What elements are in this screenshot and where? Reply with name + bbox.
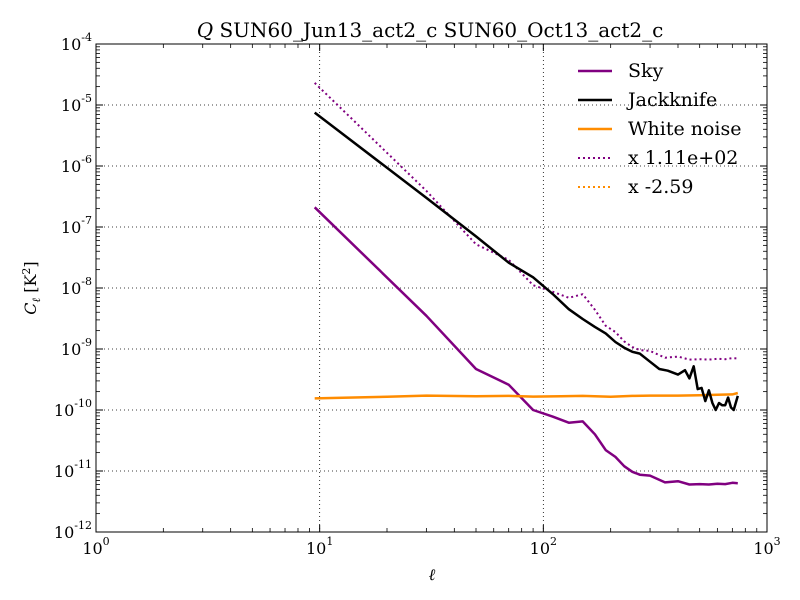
y-tick-label: 10-6 xyxy=(61,153,92,176)
y-tick-label: 10-10 xyxy=(54,397,92,420)
y-tick-label: 10-9 xyxy=(61,336,92,359)
ticks: 100 101 102 103 10-12 10-11 10-10 10-9 10-8 10-7 1… xyxy=(54,31,781,558)
x-tick-label: 100 xyxy=(82,535,109,558)
series-line-sky xyxy=(313,206,738,486)
x-tick-label: 102 xyxy=(530,535,557,558)
legend: Sky Jackknife White noise x 1.11e+02 x -2.59 xyxy=(578,60,742,198)
y-tick-label: 10-12 xyxy=(54,519,92,542)
legend-label: x 1.11e+02 xyxy=(628,147,738,169)
x-tick-label: 103 xyxy=(753,535,780,558)
y-tick-label: 10-11 xyxy=(54,458,92,481)
legend-label: x -2.59 xyxy=(628,176,693,198)
series-line-x-1-11e-02 xyxy=(314,82,738,361)
x-axis-label: ℓ xyxy=(429,565,436,584)
legend-label: Sky xyxy=(628,60,664,82)
y-tick-label: 10-7 xyxy=(61,214,92,237)
series-layer xyxy=(313,82,740,486)
x-tick-label: 101 xyxy=(306,535,333,558)
legend-label: Jackknife xyxy=(626,89,717,111)
chart-title: Q SUN60_Jun13_act2_c SUN60_Oct13_act2_c xyxy=(197,18,664,42)
legend-label: White noise xyxy=(628,118,742,140)
y-axis-label: Cℓ [K2] xyxy=(20,261,43,314)
y-tick-label: 10-5 xyxy=(61,92,92,115)
series-line-jackknife xyxy=(313,111,740,412)
y-tick-label: 10-8 xyxy=(61,275,92,298)
y-tick-label: 10-4 xyxy=(61,31,92,54)
